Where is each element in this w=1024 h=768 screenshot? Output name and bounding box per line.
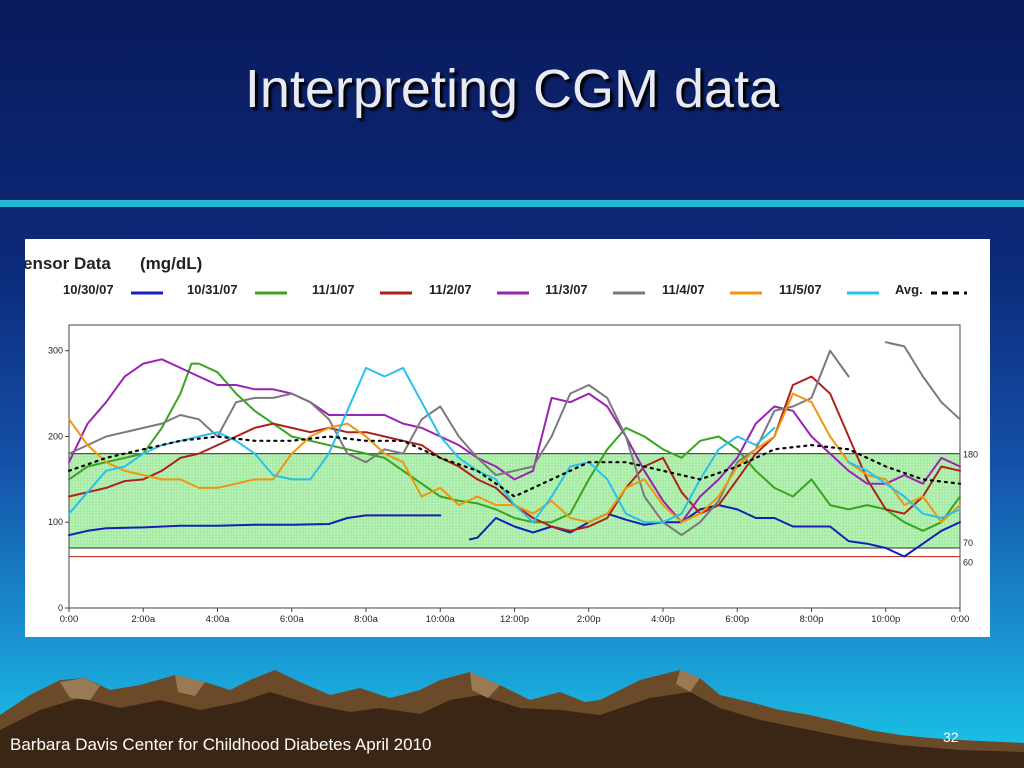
series-line-3-0 xyxy=(68,358,961,524)
chart-panel: ensor Data (mg/dL) 10/30/07 10/31/07 11/1/… xyxy=(23,239,990,637)
x-tick-label-2: 4:00a xyxy=(206,614,230,625)
x-tick-label-8: 4:00p xyxy=(651,614,675,625)
y-tick-label-0: 0 xyxy=(58,603,63,613)
x-tick-label-4: 8:00a xyxy=(354,614,378,625)
series-10-30-07 xyxy=(68,504,961,558)
plot-area: 180 70 60 0 100 200 300 0:00 2:00a 4:00a 6:00a 8:00… xyxy=(48,324,978,625)
x-tick-label-3: 6:00a xyxy=(280,614,304,625)
series-Avg- xyxy=(67,435,962,498)
legend-label-2: 11/1/07 xyxy=(312,282,355,297)
legend-label-0: 10/30/07 xyxy=(63,282,114,297)
x-tick-label-1: 2:00a xyxy=(131,614,155,625)
y-tick-label-300: 300 xyxy=(48,346,63,356)
y-tick-label-200: 200 xyxy=(48,431,63,441)
series-line-4-1 xyxy=(884,341,961,421)
reference-label-180: 180 xyxy=(963,450,978,460)
x-tick-label-12: 0:00 xyxy=(951,614,970,625)
x-tick-label-7: 2:00p xyxy=(577,614,601,625)
reference-label-70: 70 xyxy=(963,538,973,548)
x-tick-label-10: 8:00p xyxy=(800,614,824,625)
x-tick-label-9: 6:00p xyxy=(725,614,749,625)
series-line-0-0 xyxy=(68,514,442,537)
cgm-line-chart: ensor Data (mg/dL) 10/30/07 10/31/07 11/1/… xyxy=(23,254,978,625)
reference-label-60: 60 xyxy=(963,558,973,568)
target-range-band xyxy=(69,453,960,548)
title-divider xyxy=(0,200,1024,207)
x-tick-label-11: 10:00p xyxy=(871,614,900,625)
legend: 10/30/07 10/31/07 11/1/07 11/2/07 11/3/07 11/… xyxy=(63,282,967,297)
legend-label-7: Avg. xyxy=(895,282,923,297)
chart-unit: (mg/dL) xyxy=(140,254,202,273)
legend-label-4: 11/3/07 xyxy=(545,282,588,297)
series-line-0-1 xyxy=(468,504,961,558)
y-tick-label-100: 100 xyxy=(48,517,63,527)
x-tick-label-5: 10:00a xyxy=(426,614,456,625)
x-tick-label-6: 12:00p xyxy=(500,614,529,625)
mountain-silhouette xyxy=(0,670,1024,768)
series-line-1-0 xyxy=(68,362,961,532)
series-11-3-07 xyxy=(68,341,961,537)
series-line-6-1 xyxy=(847,461,961,519)
slide-title: Interpreting CGM data xyxy=(244,59,780,119)
series-11-2-07 xyxy=(68,358,961,524)
x-tick-label-0: 0:00 xyxy=(60,614,79,625)
legend-label-1: 10/31/07 xyxy=(187,282,238,297)
footer-text: Barbara Davis Center for Childhood Diabe… xyxy=(10,735,432,754)
legend-label-6: 11/5/07 xyxy=(779,282,822,297)
chart-title: ensor Data xyxy=(25,254,111,273)
series-line-4-0 xyxy=(68,349,850,537)
legend-label-3: 11/2/07 xyxy=(429,282,472,297)
legend-label-5: 11/4/07 xyxy=(662,282,705,297)
series-line-7-0 xyxy=(67,435,962,498)
series-10-31-07 xyxy=(68,362,961,532)
page-number: 32 xyxy=(943,729,959,745)
